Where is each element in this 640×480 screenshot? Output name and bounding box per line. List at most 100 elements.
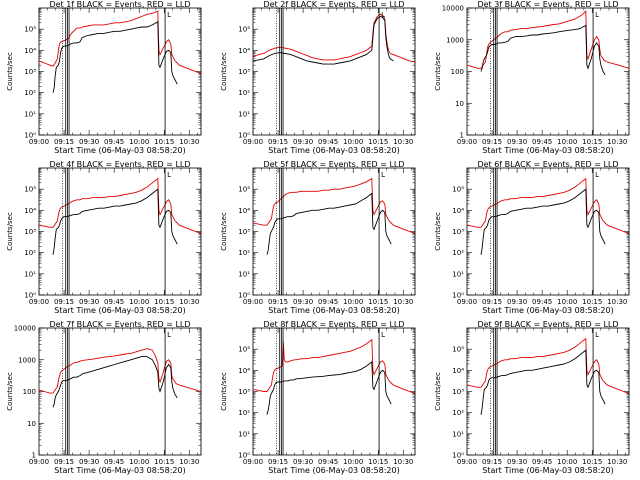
marker-label: L bbox=[595, 11, 599, 19]
plot-frame bbox=[38, 327, 202, 456]
series-red bbox=[252, 338, 416, 395]
y-tick-label: 10⁵ bbox=[24, 26, 36, 34]
x-tick-label: 10:00 bbox=[557, 298, 577, 306]
y-axis-label: Counts/sec bbox=[6, 52, 14, 91]
plot-frame bbox=[252, 167, 416, 296]
x-axis-label: Start Time (06-May-03 08:58:20) bbox=[54, 146, 185, 155]
series-black bbox=[480, 24, 606, 75]
plot-frame bbox=[252, 327, 416, 456]
x-tick-label: 09:00 bbox=[457, 458, 477, 466]
x-axis-label: Start Time (06-May-03 08:58:20) bbox=[482, 306, 613, 315]
panel-title: Det 2f BLACK = Events, RED = LLD bbox=[263, 0, 404, 9]
y-axis-label: Counts/sec bbox=[434, 372, 442, 411]
y-tick-label: 10⁵ bbox=[238, 26, 250, 34]
y-tick-label: 10¹ bbox=[24, 110, 36, 118]
panel-title: Det 9f BLACK = Events, RED = LLD bbox=[477, 320, 618, 329]
series-black bbox=[480, 349, 606, 415]
y-tick-label: 10² bbox=[24, 89, 36, 97]
x-tick-label: 10:30 bbox=[179, 298, 199, 306]
y-tick-label: 10⁰ bbox=[238, 452, 250, 460]
marker-label: L bbox=[167, 11, 171, 19]
x-tick-label: 10:15 bbox=[368, 458, 388, 466]
x-tick-label: 10:30 bbox=[607, 138, 627, 146]
y-tick-label: 10⁴ bbox=[452, 207, 464, 215]
x-axis-label: Start Time (06-May-03 08:58:20) bbox=[268, 306, 399, 315]
y-tick-label: 10³ bbox=[452, 388, 464, 396]
y-tick-label: 10² bbox=[452, 409, 464, 417]
y-axis-label: Counts/sec bbox=[434, 52, 442, 91]
y-axis-label: Counts/sec bbox=[220, 212, 228, 251]
series-black bbox=[52, 356, 178, 408]
y-tick-label: 10 bbox=[455, 100, 464, 108]
x-tick-label: 09:15 bbox=[482, 138, 502, 146]
y-tick-label: 10⁴ bbox=[238, 367, 250, 375]
x-tick-label: 10:00 bbox=[343, 458, 363, 466]
plot-frame bbox=[466, 167, 630, 296]
x-tick-label: 09:15 bbox=[482, 298, 502, 306]
x-tick-label: 10:15 bbox=[154, 298, 174, 306]
y-tick-label: 10³ bbox=[24, 228, 36, 236]
x-tick-label: 10:15 bbox=[154, 458, 174, 466]
y-tick-label: 10⁵ bbox=[24, 186, 36, 194]
x-tick-label: 09:45 bbox=[318, 298, 338, 306]
x-axis-label: Start Time (06-May-03 08:58:20) bbox=[482, 146, 613, 155]
plot-frame bbox=[38, 7, 202, 136]
series-red bbox=[38, 10, 202, 75]
series-red bbox=[38, 177, 202, 235]
plot-frame bbox=[38, 167, 202, 296]
y-tick-label: 10⁰ bbox=[24, 132, 36, 140]
y-tick-label: 10³ bbox=[238, 228, 250, 236]
plot-frame bbox=[252, 7, 416, 136]
x-tick-label: 09:30 bbox=[79, 298, 99, 306]
x-tick-label: 09:00 bbox=[243, 138, 263, 146]
x-tick-label: 09:00 bbox=[29, 458, 49, 466]
y-tick-label: 10³ bbox=[238, 68, 250, 76]
x-tick-label: 09:15 bbox=[268, 138, 288, 146]
y-tick-label: 1 bbox=[460, 132, 464, 140]
x-tick-label: 10:00 bbox=[129, 458, 149, 466]
series-black bbox=[480, 188, 606, 255]
x-tick-label: 10:00 bbox=[343, 298, 363, 306]
x-tick-label: 09:45 bbox=[104, 298, 124, 306]
x-tick-label: 10:00 bbox=[557, 138, 577, 146]
series-red bbox=[466, 10, 630, 69]
x-tick-label: 10:30 bbox=[393, 298, 413, 306]
panel-4: Det 4f BLACK = Events, RED = LLD 10⁰ 10¹ 10… bbox=[6, 160, 202, 315]
y-tick-label: 10⁵ bbox=[452, 346, 464, 354]
y-tick-label: 10² bbox=[452, 249, 464, 257]
y-tick-label: 1 bbox=[32, 452, 36, 460]
x-tick-label: 10:00 bbox=[343, 138, 363, 146]
y-tick-label: 10⁴ bbox=[24, 47, 36, 55]
series-red bbox=[466, 337, 630, 395]
x-tick-label: 09:45 bbox=[532, 458, 552, 466]
x-tick-label: 09:45 bbox=[104, 458, 124, 466]
y-tick-label: 10⁴ bbox=[24, 207, 36, 215]
y-tick-label: 10000 bbox=[14, 325, 36, 333]
x-tick-label: 10:00 bbox=[129, 298, 149, 306]
x-tick-label: 09:30 bbox=[507, 458, 527, 466]
panel-1: Det 1f BLACK = Events, RED = LLD 10⁰ 10¹ 10… bbox=[6, 0, 202, 155]
x-tick-label: 09:00 bbox=[243, 458, 263, 466]
marker-label: L bbox=[167, 331, 171, 339]
y-axis-label: Counts/sec bbox=[220, 372, 228, 411]
x-tick-label: 09:00 bbox=[243, 298, 263, 306]
marker-label: L bbox=[167, 171, 171, 179]
y-tick-label: 10³ bbox=[452, 228, 464, 236]
y-tick-label: 10² bbox=[238, 89, 250, 97]
y-tick-label: 10⁴ bbox=[452, 367, 464, 375]
y-tick-label: 10⁰ bbox=[238, 132, 250, 140]
y-tick-label: 10² bbox=[238, 409, 250, 417]
x-tick-label: 09:30 bbox=[293, 298, 313, 306]
panel-title: Det 4f BLACK = Events, RED = LLD bbox=[49, 160, 190, 169]
x-tick-label: 09:30 bbox=[507, 138, 527, 146]
x-tick-label: 09:00 bbox=[29, 138, 49, 146]
x-tick-label: 10:15 bbox=[368, 138, 388, 146]
x-tick-label: 09:30 bbox=[79, 458, 99, 466]
panel-title: Det 6f BLACK = Events, RED = LLD bbox=[477, 160, 618, 169]
panel-title: Det 5f BLACK = Events, RED = LLD bbox=[263, 160, 404, 169]
panel-8: Det 8f BLACK = Events, RED = LLD 10⁰ 10¹ 10… bbox=[220, 320, 416, 475]
x-tick-label: 09:00 bbox=[29, 298, 49, 306]
x-axis-label: Start Time (06-May-03 08:58:20) bbox=[268, 466, 399, 475]
x-tick-label: 10:15 bbox=[582, 298, 602, 306]
panel-5: Det 5f BLACK = Events, RED = LLD 10⁰ 10¹ 10… bbox=[220, 160, 416, 315]
